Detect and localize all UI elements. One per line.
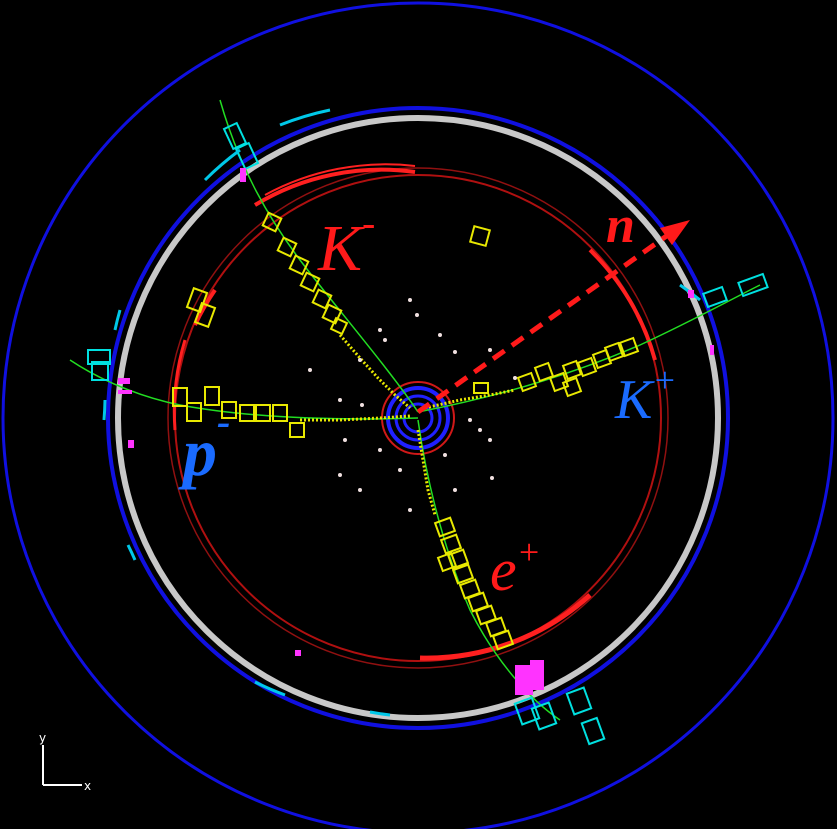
- k-minus-hit-trail: [338, 334, 411, 410]
- tof-arc-segments: [102, 108, 701, 717]
- tof-counters: [87, 121, 769, 746]
- neutron-arrow-head: [660, 220, 690, 245]
- k-minus-hits: [185, 211, 492, 336]
- dc-arc-left: [193, 288, 217, 326]
- inner-chamber-ring: [381, 381, 455, 455]
- p-minus-hits: [172, 386, 305, 438]
- axis-x-label: x: [84, 779, 91, 793]
- k-plus-hit-blob: [473, 382, 489, 394]
- p-minus-hit-trail: [300, 414, 411, 422]
- k-plus-hits: [516, 336, 640, 398]
- emc-hits: [118, 168, 714, 695]
- calorimeter-ring: [106, 106, 730, 730]
- axis-indicator: [42, 745, 82, 786]
- vertex-hits: [308, 298, 517, 512]
- axis-y-label: y: [39, 731, 46, 745]
- label-k-plus: K+: [614, 360, 677, 431]
- dc-arc-top-2: [264, 163, 416, 196]
- magnet-ring: [115, 115, 721, 721]
- dc-arc-bottom: [419, 593, 592, 661]
- neutron-direction-arrow: [416, 227, 677, 415]
- label-k-minus: K-: [317, 200, 375, 285]
- dc-arc-top: [253, 167, 416, 207]
- e-plus-hits: [433, 516, 515, 651]
- label-n: n: [606, 197, 635, 254]
- label-p-minus: p-: [178, 399, 230, 490]
- k-plus-hit-trail: [424, 388, 516, 410]
- dc-arc-left-2: [172, 339, 187, 431]
- dc-arc-right: [588, 248, 657, 361]
- label-e-plus: e+: [490, 532, 541, 603]
- e-plus-hit-trail: [416, 429, 437, 516]
- track-k-plus: [417, 284, 761, 413]
- drift-chamber-outer-2: [167, 167, 669, 669]
